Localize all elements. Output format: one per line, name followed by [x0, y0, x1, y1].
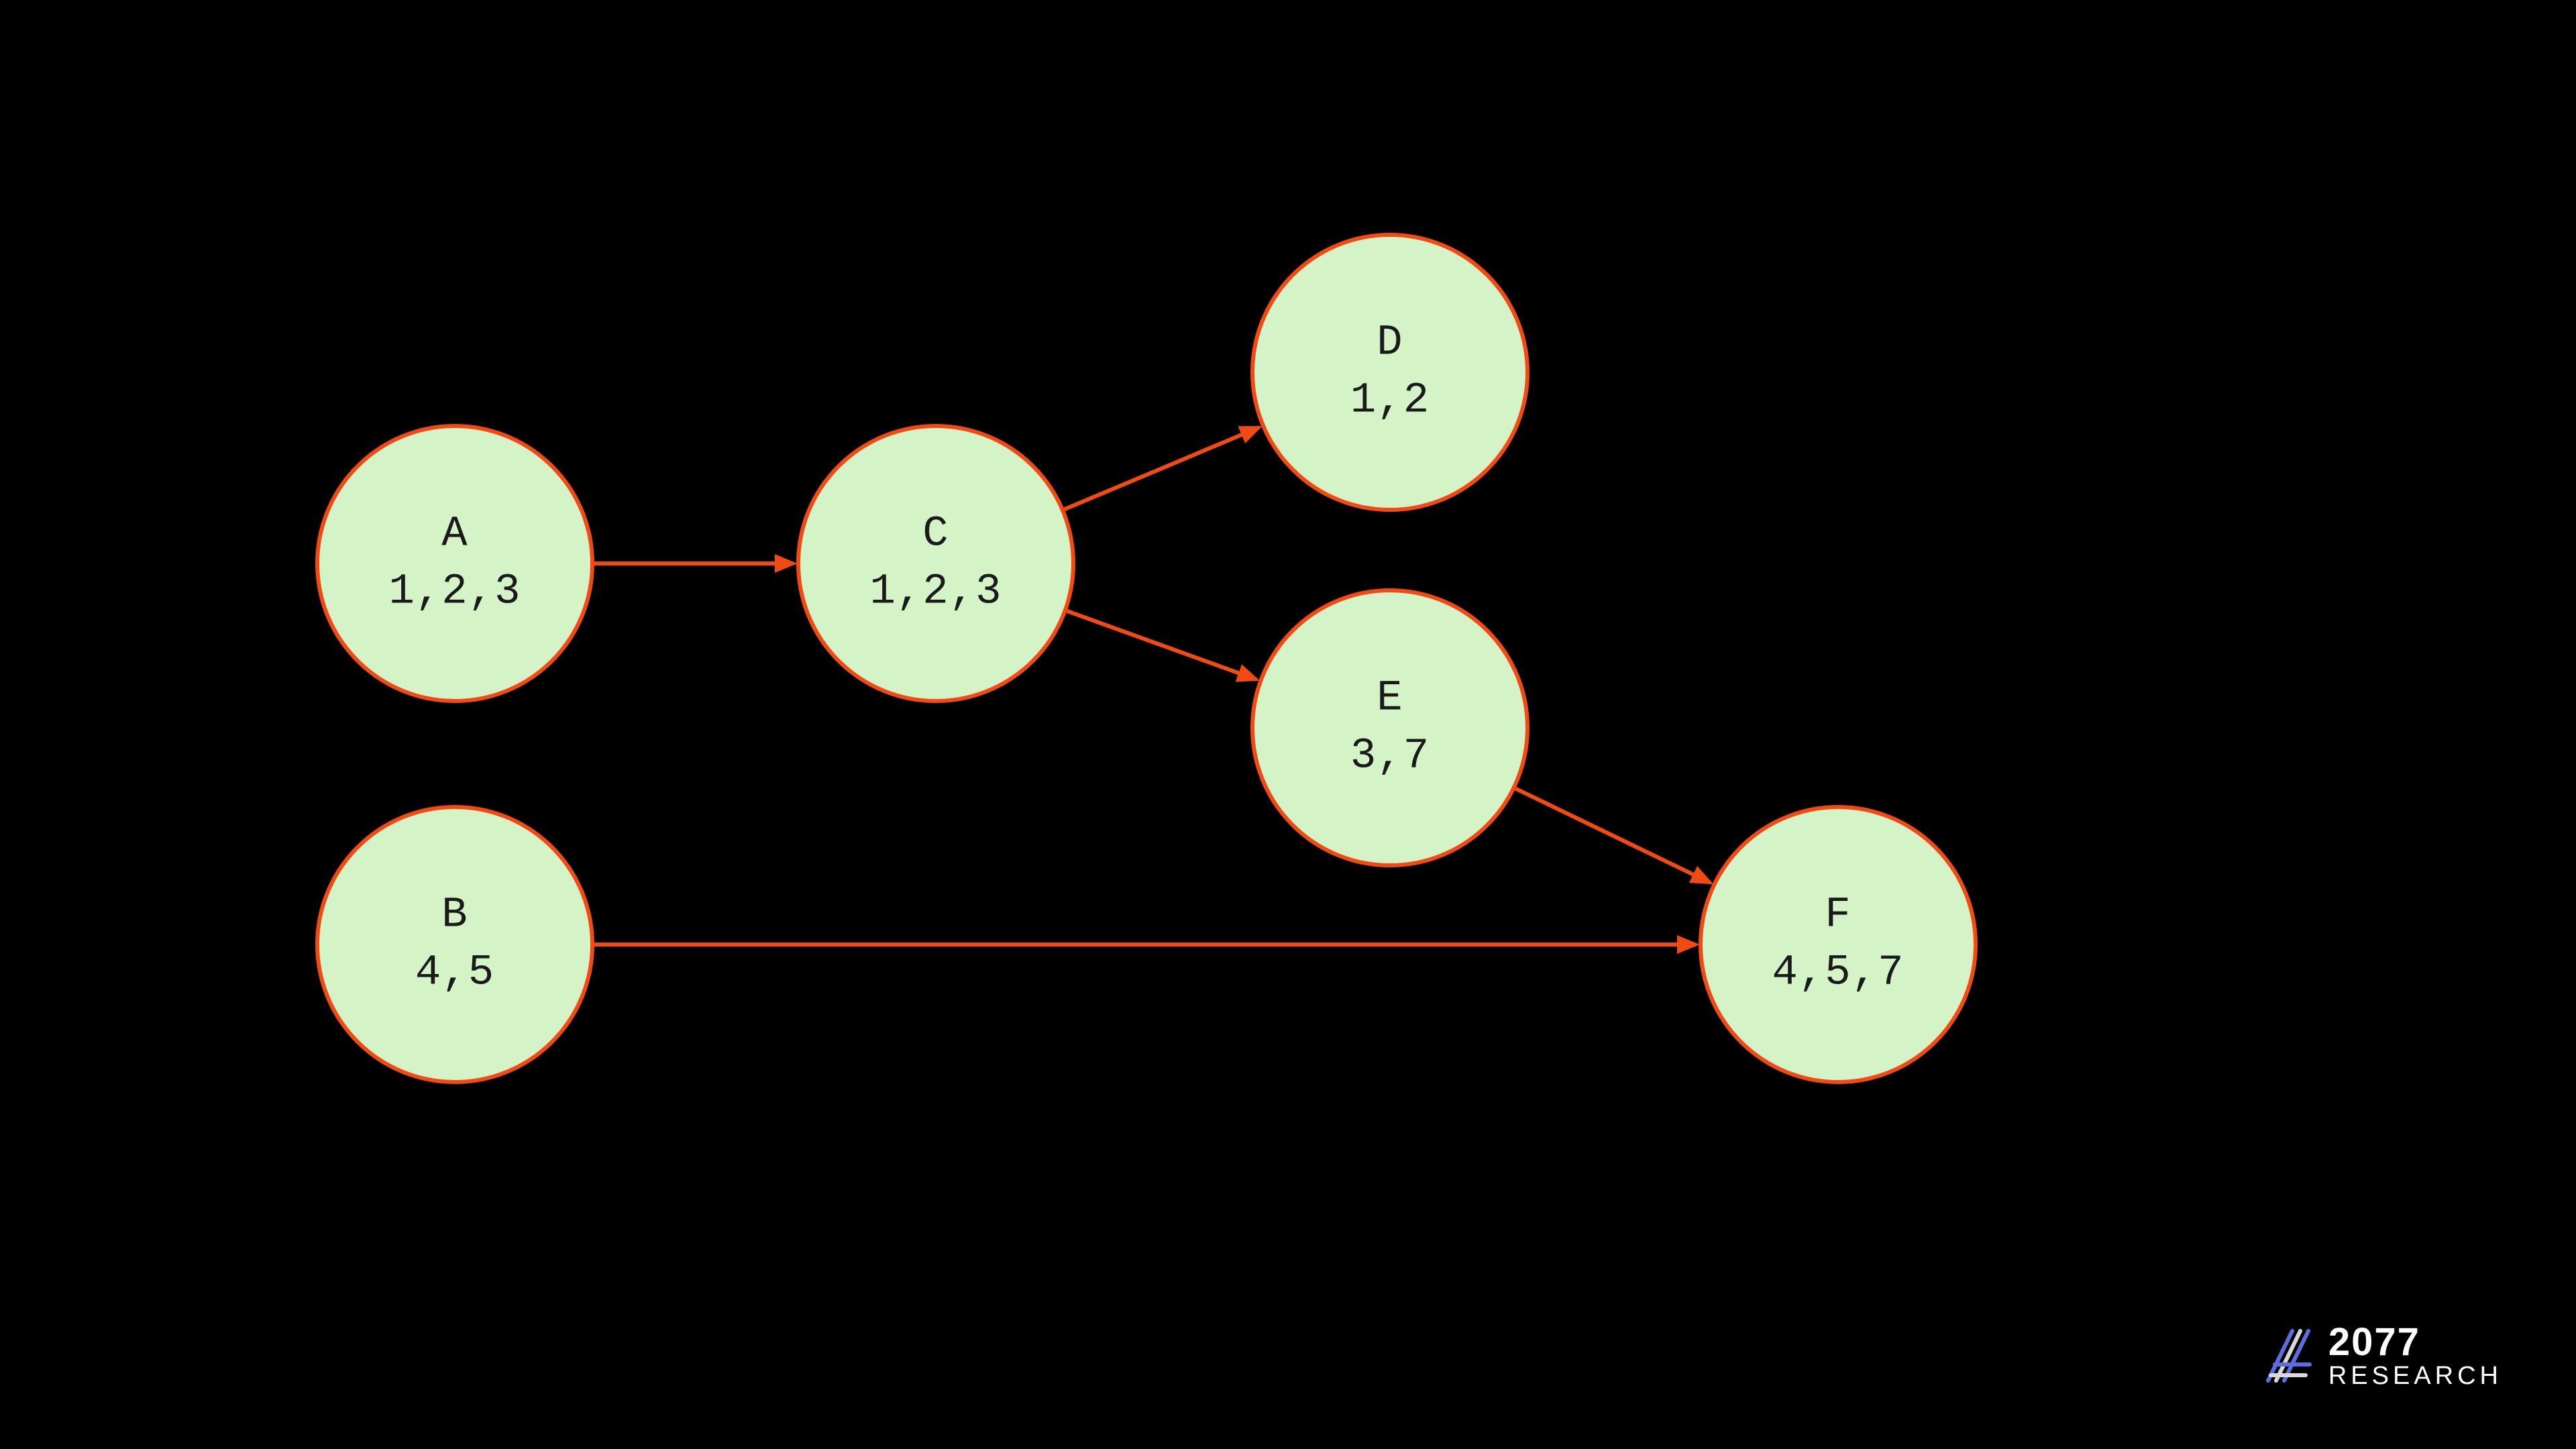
edges-layer: [594, 427, 1710, 945]
brand-sub: RESEARCH: [2328, 1363, 2502, 1389]
node-label-F: F 4,5,7: [1772, 887, 1904, 1003]
edge-C-E: [1067, 611, 1256, 680]
diagram-stage: A 1,2,3 B 4,5 C 1,2,3 D 1,2 E 3,7 F 4,5,7 207…: [0, 0, 2576, 1449]
node-label-A: A 1,2,3: [388, 506, 521, 622]
node-label-D: D 1,2: [1350, 315, 1430, 431]
node-label-B: B 4,5: [415, 887, 494, 1003]
node-label-E: E 3,7: [1350, 670, 1430, 786]
edge-E-F: [1515, 789, 1710, 883]
brand-year: 2077: [2328, 1323, 2502, 1362]
brand-logo: 2077 RESEARCH: [2261, 1323, 2502, 1389]
diagram-svg: [0, 0, 2576, 1449]
node-label-C: C 1,2,3: [869, 506, 1002, 622]
edge-C-D: [1065, 427, 1259, 509]
brand-logo-icon: [2261, 1326, 2314, 1386]
nodes-layer: [317, 235, 1976, 1082]
brand-logo-text: 2077 RESEARCH: [2328, 1323, 2502, 1389]
